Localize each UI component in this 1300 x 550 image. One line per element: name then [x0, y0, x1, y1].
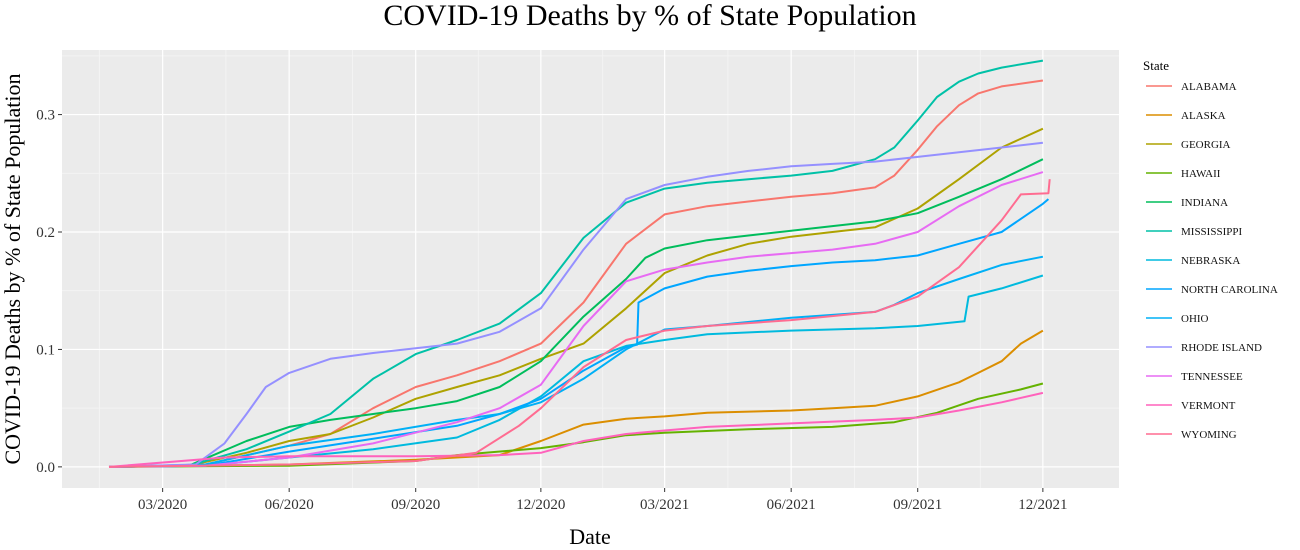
x-tick-label: 06/2021: [767, 497, 816, 513]
legend-label: ALABAMA: [1181, 81, 1237, 93]
x-tick-label: 09/2021: [893, 497, 942, 513]
series-line-indiana: [108, 158, 1044, 468]
x-tick-label: 03/2020: [138, 497, 187, 513]
legend-label: VERMONT: [1181, 400, 1236, 412]
legend-label: NORTH CAROLINA: [1181, 284, 1278, 296]
legend-label: NEBRASKA: [1181, 255, 1240, 267]
series-line-alabama: [108, 79, 1044, 468]
x-tick-label: 06/2020: [265, 497, 314, 513]
x-tick-label: 12/2021: [1018, 497, 1067, 513]
x-axis: 03/2020 06/2020 09/2020 12/2020 03/2021 06/20…: [138, 488, 1067, 513]
grid-major: [62, 50, 1119, 488]
x-tick-label: 12/2020: [516, 497, 565, 513]
x-tick-label: 03/2021: [640, 497, 689, 513]
legend-title: State: [1143, 58, 1169, 73]
y-tick-label: 0.1: [36, 342, 55, 358]
grid-minor: [62, 50, 1119, 488]
legend-label: ALASKA: [1181, 110, 1226, 122]
y-tick-label: 0.2: [36, 225, 55, 241]
legend-label: GEORGIA: [1181, 139, 1231, 151]
legend-label: OHIO: [1181, 313, 1209, 325]
series-line-wyoming: [108, 179, 1051, 468]
series-lines: [108, 59, 1051, 468]
legend: State ALABAMA ALASKA GEORGIA HAWAII INDIANA M…: [1143, 58, 1278, 441]
plot-background: [62, 50, 1119, 488]
series-line-rhode-island: [108, 141, 1044, 468]
legend-label: RHODE ISLAND: [1181, 342, 1262, 354]
y-tick-label: 0.3: [36, 108, 55, 124]
legend-label: TENNESSEE: [1181, 371, 1243, 383]
series-line-vermont: [108, 391, 1044, 468]
chart-title: COVID-19 Deaths by % of State Population: [383, 0, 916, 32]
y-axis-title: COVID-19 Deaths by % of State Population: [0, 73, 25, 464]
legend-label: MISSISSIPPI: [1181, 226, 1242, 238]
legend-label: HAWAII: [1181, 168, 1221, 180]
y-axis: 0.0 0.1 0.2 0.3: [36, 108, 62, 476]
x-tick-label: 09/2020: [391, 497, 440, 513]
legend-label: INDIANA: [1181, 197, 1228, 209]
legend-label: WYOMING: [1181, 429, 1237, 441]
series-line-mississippi: [108, 59, 1044, 468]
y-tick-label: 0.0: [36, 460, 55, 476]
series-line-nebraska: [108, 274, 1044, 468]
x-axis-title: Date: [569, 524, 611, 549]
series-line-tennessee: [108, 171, 1044, 468]
